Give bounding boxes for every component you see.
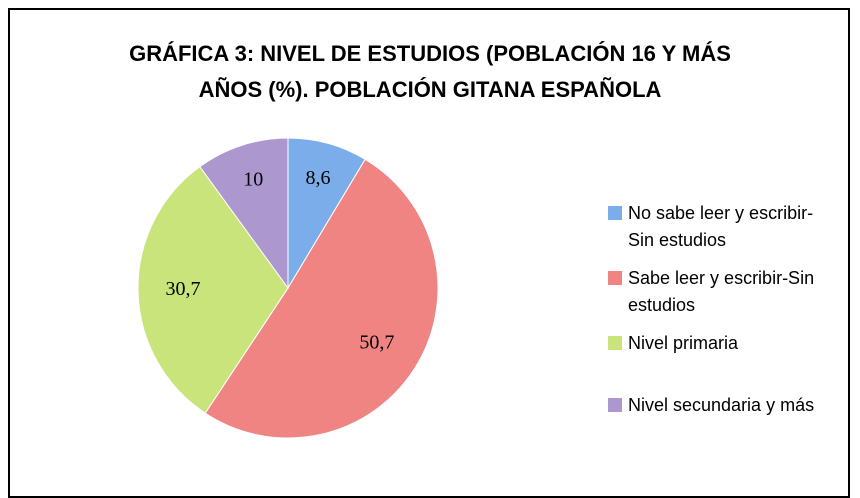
data-label: 10	[243, 169, 263, 191]
legend-swatch	[608, 206, 622, 220]
legend-item: No sabe leer y escribir-Sin estudios	[608, 200, 828, 254]
pie-slice	[204, 158, 439, 439]
legend-swatch	[608, 271, 622, 285]
legend-label: Nivel primaria	[628, 333, 739, 353]
data-label: 8,6	[306, 167, 331, 189]
pie-slice	[199, 137, 289, 290]
page: GRÁFICA 3: NIVEL DE ESTUDIOS (POBLACIÓN …	[8, 8, 850, 498]
legend-item: Sabe leer y escribir-Sin estudios	[608, 265, 828, 319]
chart-title: GRÁFICA 3: NIVEL DE ESTUDIOS (POBLACIÓN …	[129, 41, 731, 102]
legend-swatch	[608, 398, 622, 412]
data-label: 30,7	[166, 278, 201, 300]
legend-item: Nivel secundaria y más	[608, 392, 828, 419]
legend-label: Nivel secundaria y más	[628, 395, 815, 415]
pie-slice	[137, 165, 289, 414]
legend-label: Sabe leer y escribir-Sin estudios	[628, 268, 815, 315]
legend-swatch	[608, 336, 622, 350]
chart: 8,6 50,7 30,7 10	[137, 137, 439, 439]
legend-item: Nivel primaria	[608, 330, 828, 357]
legend-label: No sabe leer y escribir-Sin estudios	[628, 203, 814, 250]
data-label: 50,7	[359, 332, 394, 354]
